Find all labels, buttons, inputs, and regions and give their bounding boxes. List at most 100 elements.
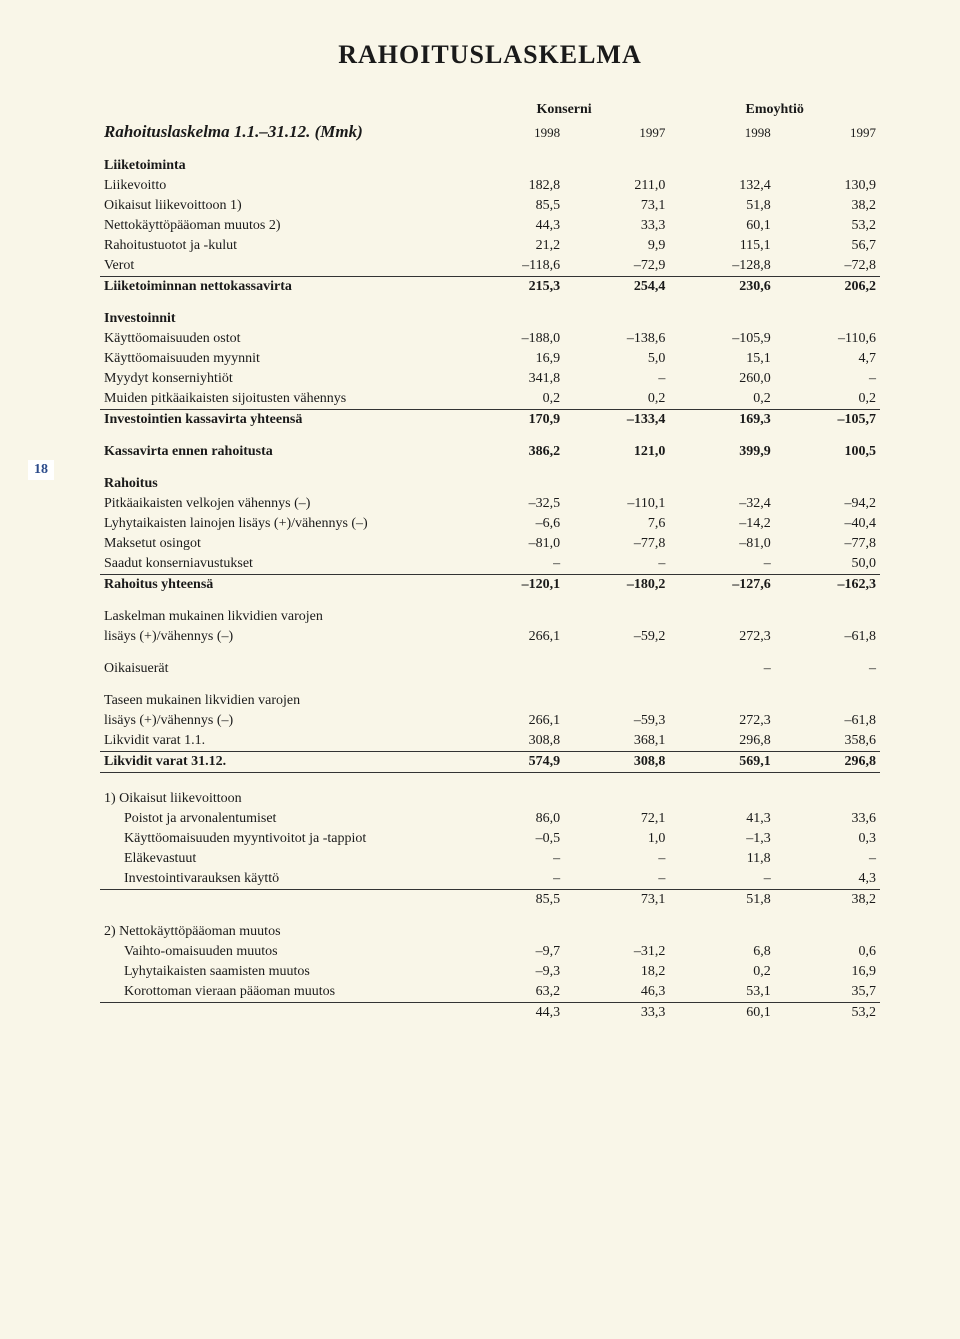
blank [459,777,564,809]
table-subtitle: Rahoituslaskelma 1.1.–31.12. (Mmk) [100,120,459,150]
value-cell: – [564,554,669,575]
row-label: Liiketoiminnan nettokassavirta [100,277,459,298]
blank [459,679,564,711]
value-cell: 132,4 [669,176,774,196]
page-title: RAHOITUSLASKELMA [100,40,880,70]
value-cell: –110,1 [564,494,669,514]
value-cell: –77,8 [564,534,669,554]
value-cell: 53,2 [775,216,880,236]
blank [564,595,669,627]
value-cell: 5,0 [564,349,669,369]
value-cell: –94,2 [775,494,880,514]
row-label: Muiden pitkäaikaisten sijoitusten vähenn… [100,389,459,410]
value-cell: 100,5 [775,430,880,462]
value-cell: 11,8 [669,849,774,869]
row-label: Poistot ja arvonalentumiset [100,809,459,829]
row-label: Käyttöomaisuuden ostot [100,329,459,349]
value-cell: 0,2 [669,389,774,410]
value-cell: 386,2 [459,430,564,462]
value-cell: – [669,554,774,575]
page-number: 18 [28,460,54,480]
value-cell: 254,4 [564,277,669,298]
blank [775,297,880,329]
row-label: Käyttöomaisuuden myyntivoitot ja -tappio… [100,829,459,849]
financial-table: KonserniEmoyhtiöRahoituslaskelma 1.1.–31… [100,100,880,1023]
value-cell: – [564,849,669,869]
blank [459,910,564,942]
value-cell: 44,3 [459,1003,564,1024]
value-cell: –77,8 [775,534,880,554]
value-cell: 56,7 [775,236,880,256]
value-cell: – [459,849,564,869]
value-cell: – [459,869,564,890]
value-cell: –14,2 [669,514,774,534]
section-header: Laskelman mukainen likvidien varojen [100,595,459,627]
value-cell: – [669,647,774,679]
value-cell: 308,8 [564,752,669,773]
row-label: Saadut konserniavustukset [100,554,459,575]
value-cell: 272,3 [669,711,774,731]
blank [669,679,774,711]
value-cell: 7,6 [564,514,669,534]
value-cell: – [775,369,880,389]
value-cell: 1,0 [564,829,669,849]
value-cell: 358,6 [775,731,880,752]
value-cell: 35,7 [775,982,880,1003]
row-label: Oikaisuerät [100,647,459,679]
blank [459,297,564,329]
value-cell: –128,8 [669,256,774,277]
value-cell: 53,2 [775,1003,880,1024]
year-header: 1997 [564,120,669,150]
value-cell: 0,3 [775,829,880,849]
section-header: 1) Oikaisut liikevoittoon [100,777,459,809]
value-cell: 272,3 [669,627,774,647]
section-header: Liiketoiminta [100,150,459,176]
row-label: Verot [100,256,459,277]
group-header: Konserni [459,100,670,120]
value-cell: 169,3 [669,410,774,431]
value-cell: 296,8 [775,752,880,773]
value-cell: –118,6 [459,256,564,277]
blank [564,297,669,329]
value-cell: 44,3 [459,216,564,236]
value-cell: 21,2 [459,236,564,256]
value-cell: 73,1 [564,890,669,911]
value-cell: – [775,849,880,869]
value-cell: –72,9 [564,256,669,277]
value-cell: 121,0 [564,430,669,462]
row-label [100,890,459,911]
value-cell: – [459,554,564,575]
value-cell: 368,1 [564,731,669,752]
row-label: Eläkevastuut [100,849,459,869]
value-cell: –105,7 [775,410,880,431]
value-cell: 170,9 [459,410,564,431]
blank [669,595,774,627]
row-label: Oikaisut liikevoittoon 1) [100,196,459,216]
value-cell: –180,2 [564,575,669,596]
value-cell: 308,8 [459,731,564,752]
value-cell: 4,3 [775,869,880,890]
blank [775,462,880,494]
value-cell: 266,1 [459,711,564,731]
blank [564,910,669,942]
value-cell: 63,2 [459,982,564,1003]
row-label: Lyhytaikaisten lainojen lisäys (+)/vähen… [100,514,459,534]
value-cell: – [564,869,669,890]
value-cell: 33,3 [564,216,669,236]
value-cell: 33,3 [564,1003,669,1024]
year-header: 1997 [775,120,880,150]
value-cell: –110,6 [775,329,880,349]
section-header: Investoinnit [100,297,459,329]
blank [775,595,880,627]
value-cell: –61,8 [775,627,880,647]
value-cell: 60,1 [669,216,774,236]
blank [669,910,774,942]
row-label: Investointien kassavirta yhteensä [100,410,459,431]
blank [100,100,459,120]
row-label: Investointivarauksen käyttö [100,869,459,890]
row-label: Maksetut osingot [100,534,459,554]
value-cell [459,647,564,679]
year-header: 1998 [459,120,564,150]
row-label: lisäys (+)/vähennys (–) [100,627,459,647]
value-cell [564,647,669,679]
